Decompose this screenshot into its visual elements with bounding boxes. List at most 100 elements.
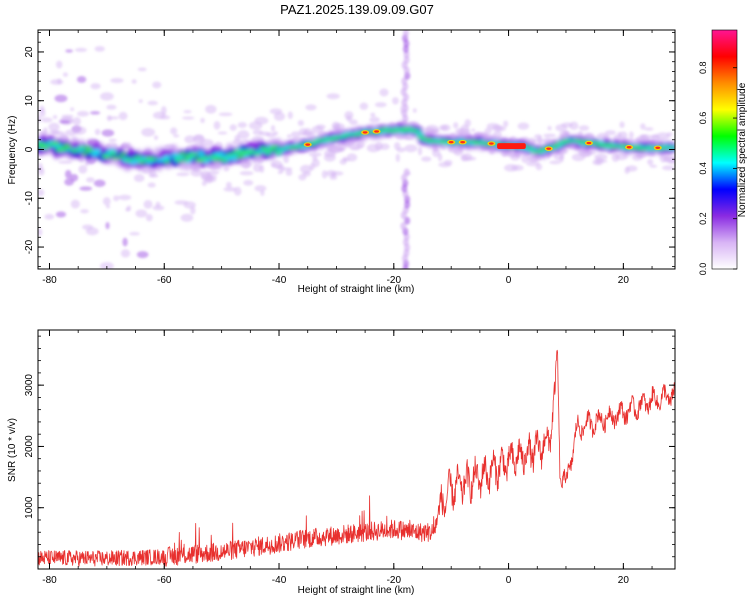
spectrogram-ridge-blob bbox=[181, 159, 190, 162]
spectrogram-ridge-blob bbox=[240, 149, 249, 154]
spectrogram-speckle-blob bbox=[286, 134, 292, 138]
spectrogram-ridge-blob bbox=[591, 141, 600, 144]
spectrogram-speckle-blob bbox=[329, 144, 343, 153]
spectrogram-x-tick-label: 20 bbox=[618, 275, 630, 286]
snr-panel: -80 -60 -40 -20 0 20 1000 2000 3000 Height of st… bbox=[7, 329, 676, 596]
spectrogram-speckle-blob bbox=[138, 99, 143, 103]
spectrogram-speckle-blob bbox=[395, 153, 400, 163]
spectrogram-speckle-blob bbox=[190, 169, 203, 177]
spectrogram-speckle-blob bbox=[437, 153, 443, 162]
spectrogram-speckle-blob bbox=[155, 201, 161, 208]
snr-background bbox=[38, 330, 675, 569]
spectrogram-speckle-blob bbox=[604, 130, 617, 136]
spectrogram-ridge-blob bbox=[416, 135, 425, 138]
snr-x-axis-label: Height of straight line (km) bbox=[298, 585, 415, 596]
spectrogram-speckle-blob bbox=[143, 199, 153, 209]
spectrogram-speckle-blob bbox=[232, 139, 244, 145]
snr-y-tick-label: 1000 bbox=[24, 496, 35, 519]
spectrogram-speckle-blob bbox=[55, 60, 63, 69]
spectrogram-speckle-blob bbox=[106, 115, 112, 122]
spectrogram-speckle-blob bbox=[259, 131, 271, 136]
spectrogram-speckle-blob bbox=[339, 146, 345, 151]
spectrogram-speckle-blob bbox=[43, 127, 48, 133]
spectrogram-speckle-blob bbox=[207, 174, 218, 180]
spectrogram-speckle-blob bbox=[148, 173, 159, 178]
spectrogram-speckle-blob bbox=[270, 125, 276, 132]
spectrogram-ridge-blob bbox=[217, 152, 226, 157]
spectrogram-ridge-blob bbox=[214, 156, 223, 159]
spectrogram-speckle-blob bbox=[120, 249, 131, 258]
spectrogram-speckle-blob bbox=[102, 197, 111, 206]
spectrogram-speckle-blob bbox=[100, 261, 114, 269]
spectrogram-speckle-blob bbox=[70, 107, 75, 112]
spectrogram-speckle-blob bbox=[438, 162, 452, 168]
spectrogram-speckle-blob bbox=[64, 169, 72, 179]
spectrogram-speckle-blob bbox=[521, 154, 529, 164]
spectrogram-speckle-blob bbox=[72, 117, 81, 126]
spectrogram-speckle-blob bbox=[625, 165, 638, 172]
snr-x-tick-label: -80 bbox=[42, 575, 57, 586]
spectrogram-speckle-blob bbox=[628, 131, 634, 139]
spectrogram-speckle-blob bbox=[305, 104, 317, 111]
spectrogram-speckle-blob bbox=[346, 115, 352, 122]
spectrogram-speckle-blob bbox=[369, 116, 380, 123]
spectrogram-speckle-blob bbox=[38, 189, 45, 197]
spectrogram-speckle-blob bbox=[640, 123, 646, 130]
spectrogram-speckle-blob bbox=[106, 104, 117, 110]
spectrogram-ridge-blob bbox=[230, 154, 239, 162]
spectrogram-speckle-blob bbox=[283, 155, 290, 164]
spectrogram-speckle-blob bbox=[273, 131, 279, 136]
spectrogram-speckle-blob bbox=[578, 149, 592, 158]
spectrogram-speckle-blob bbox=[61, 114, 74, 119]
spectrogram-speckle-blob bbox=[136, 251, 149, 259]
spectrogram-ridge-blob bbox=[232, 149, 241, 154]
spectrogram-speckle-blob bbox=[113, 195, 120, 202]
spectrogram-speckle-blob bbox=[484, 127, 492, 134]
spectrogram-speckle-blob bbox=[118, 194, 132, 201]
spectrogram-ridge-blob bbox=[134, 155, 143, 159]
spectrogram-x-axis-label: Height of straight line (km) bbox=[298, 284, 415, 295]
spectrogram-speckle-blob bbox=[38, 228, 43, 236]
spectrogram-speckle-blob bbox=[549, 160, 562, 165]
spectrogram-ridge-blob bbox=[558, 143, 567, 145]
spectrogram-smear-blob bbox=[404, 216, 411, 225]
spectrogram-ridge-blob bbox=[163, 154, 172, 161]
spectrogram-speckle-blob bbox=[269, 108, 283, 115]
spectrogram-speckle-blob bbox=[100, 92, 114, 101]
spectrogram-smear-blob bbox=[400, 222, 407, 231]
spectrogram-ridge-blob bbox=[604, 143, 613, 146]
spectrogram-ridge-blob bbox=[354, 133, 363, 136]
spectrogram-speckle-blob bbox=[617, 131, 622, 138]
spectrogram-speckle-blob bbox=[101, 129, 115, 137]
spectrogram-speckle-blob bbox=[52, 115, 58, 120]
spectrogram-speckle-blob bbox=[270, 160, 283, 169]
spectrogram-ridge-blob bbox=[279, 147, 288, 150]
spectrogram-speckle-blob bbox=[160, 106, 167, 115]
snr-ticks: -80 -60 -40 -20 0 20 1000 2000 3000 bbox=[24, 330, 675, 586]
spectrogram-speckle-blob bbox=[662, 165, 675, 171]
spectrogram-speckle-blob bbox=[86, 177, 95, 183]
spectrogram-hotspot-core bbox=[362, 131, 368, 134]
spectrogram-speckle-blob bbox=[58, 160, 73, 164]
spectrogram-speckle-blob bbox=[543, 133, 556, 138]
spectrogram-speckle-blob bbox=[460, 154, 468, 162]
colorbar-tick-label: 0.0 bbox=[698, 263, 708, 276]
spectrogram-speckle-blob bbox=[121, 141, 129, 147]
snr-y-tick-label: 3000 bbox=[24, 374, 35, 397]
spectrogram-speckle-blob bbox=[359, 102, 369, 110]
spectrogram-ridge-blob bbox=[292, 146, 301, 150]
spectrogram-speckle-blob bbox=[38, 162, 43, 172]
spectrogram-speckle-blob bbox=[526, 161, 540, 167]
spectrogram-speckle-blob bbox=[93, 179, 106, 187]
snr-x-tick-label: -20 bbox=[387, 575, 402, 586]
spectrogram-heatmap bbox=[38, 30, 675, 269]
spectrogram-x-tick-label: -60 bbox=[157, 275, 172, 286]
spectrogram-hotspot-core bbox=[460, 140, 466, 144]
snr-x-tick-label: -60 bbox=[157, 575, 172, 586]
spectrogram-speckle-blob bbox=[70, 199, 80, 209]
spectrogram-speckle-blob bbox=[343, 158, 351, 162]
spectrogram-speckle-blob bbox=[50, 79, 64, 85]
spectrogram-speckle-blob bbox=[135, 209, 148, 218]
spectrogram-ridge-blob bbox=[178, 152, 187, 156]
spectrogram-speckle-blob bbox=[511, 164, 524, 171]
